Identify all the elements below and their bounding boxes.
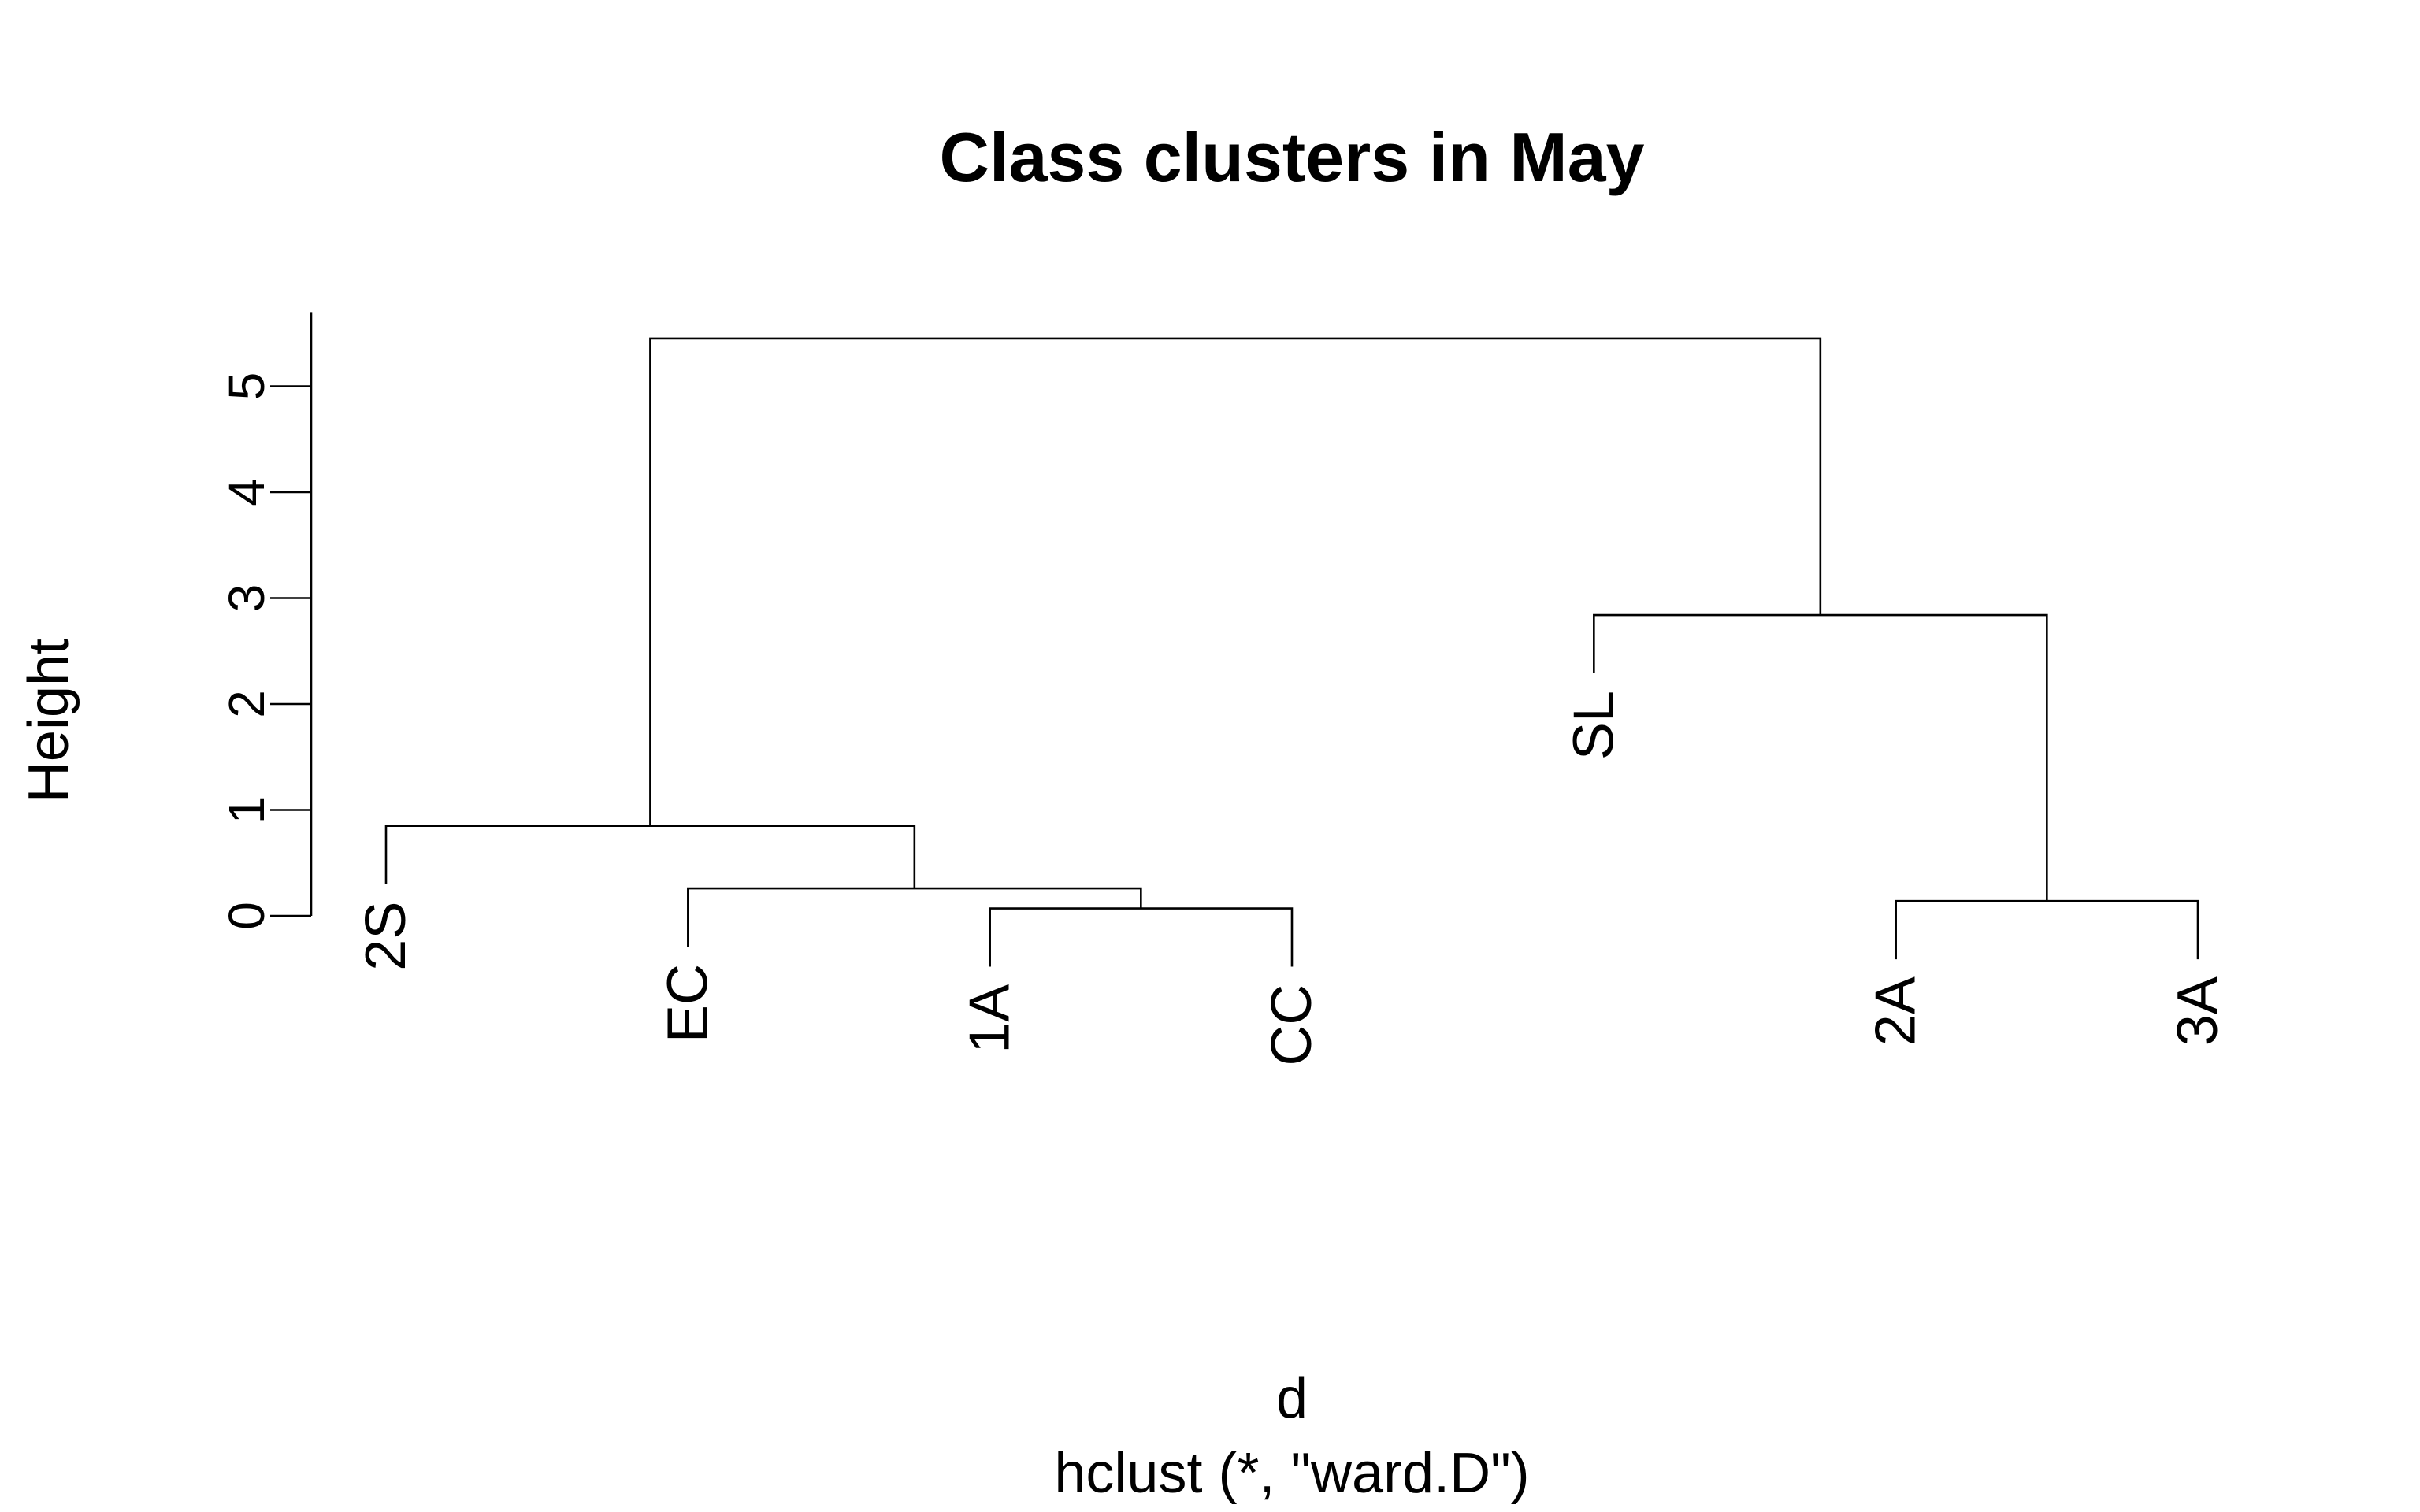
dendrogram-link: [384, 825, 916, 889]
y-tick-label: 2: [218, 690, 275, 718]
y-tick-label: 4: [218, 478, 275, 506]
y-tick-label: 3: [218, 584, 275, 613]
y-axis: 0 1 2 3 4 5: [218, 312, 313, 930]
leaf-label: 2S: [354, 902, 418, 971]
dendrogram-link: [649, 337, 1822, 826]
dendrogram-links: [384, 337, 2199, 967]
leaf-label: EC: [656, 964, 719, 1043]
leaf-label: 2A: [1865, 976, 1928, 1046]
dendrogram-link: [1895, 899, 2199, 960]
y-tick-label: 0: [218, 902, 275, 930]
chart-title: Class clusters in May: [939, 118, 1644, 196]
leaf-label: SL: [1562, 691, 1625, 760]
y-tick-label: 1: [218, 796, 275, 825]
x-axis-title: d: [1276, 1367, 1308, 1430]
dendrogram-link: [687, 887, 1142, 947]
dendrogram-link: [989, 907, 1294, 967]
dendrogram-link: [1593, 613, 2048, 902]
y-axis-title: Height: [17, 639, 80, 802]
leaf-label: 3A: [2166, 976, 2229, 1046]
leaf-labels: 2S EC 1A CC SL 2A 3A: [354, 691, 2229, 1066]
y-tick-label: 5: [218, 372, 275, 401]
leaf-label: 1A: [959, 984, 1022, 1054]
method-sublabel: hclust (*, "ward.D"): [1054, 1442, 1529, 1505]
leaf-label: CC: [1260, 984, 1323, 1066]
